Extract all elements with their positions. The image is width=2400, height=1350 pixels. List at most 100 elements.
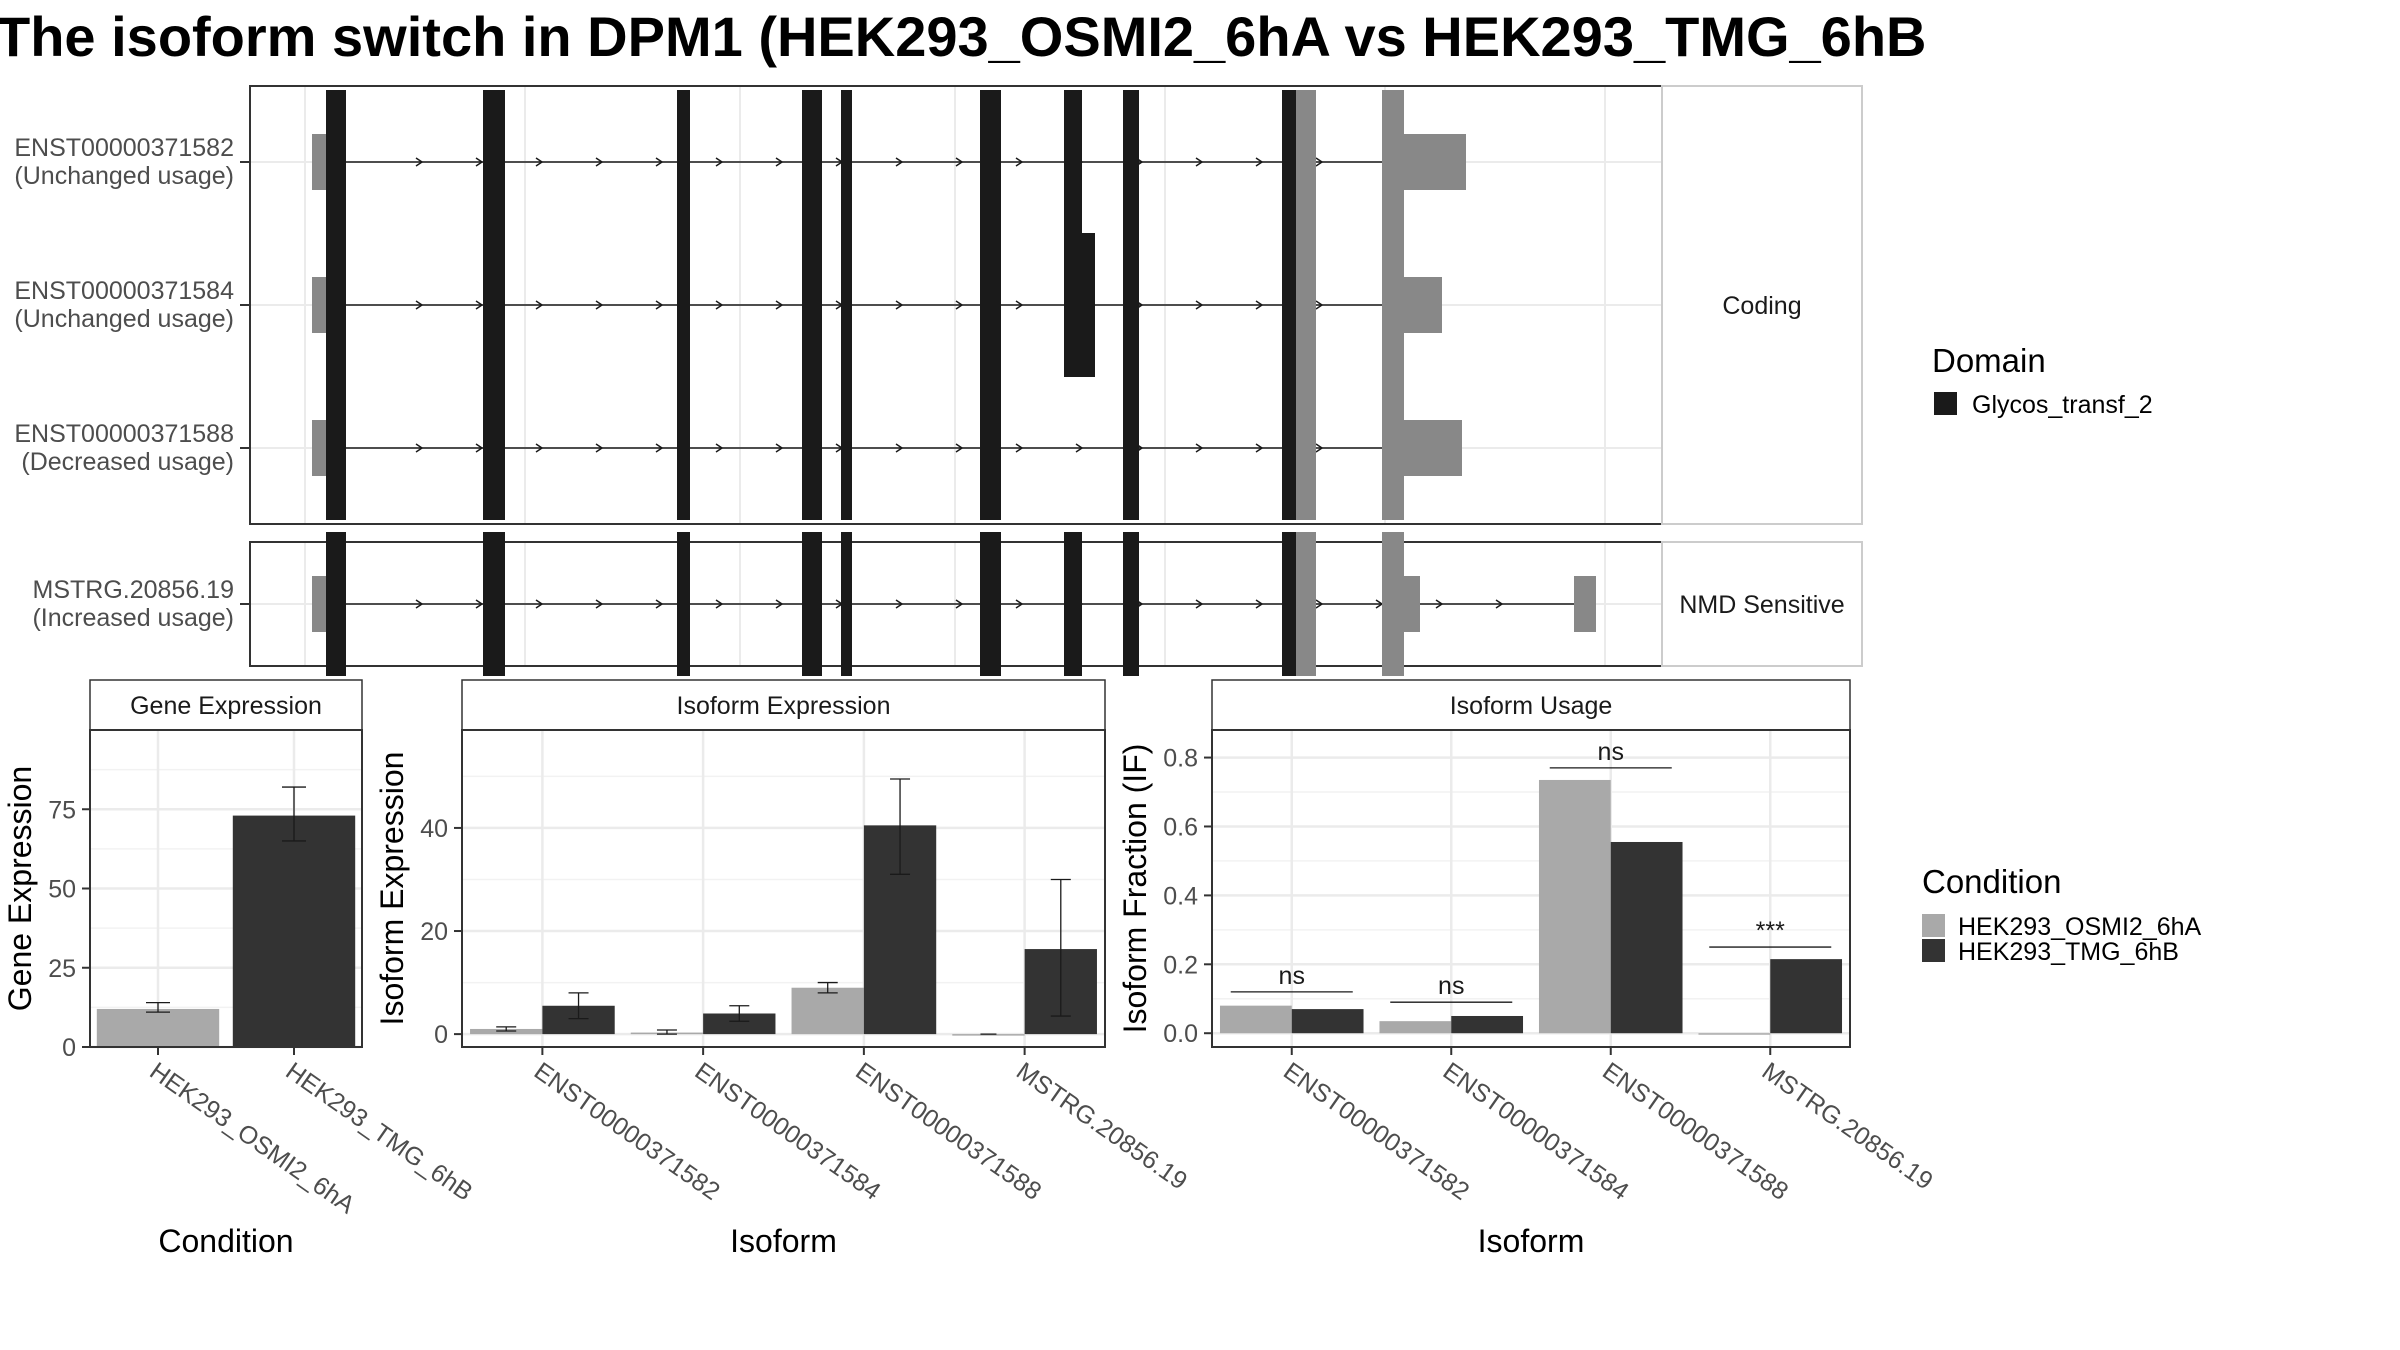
- domain-exon: [980, 376, 1001, 520]
- condition-legend-label: HEK293_OSMI2_6hA: [1958, 913, 2202, 941]
- bar: [1538, 779, 1611, 1034]
- x-tick-label: MSTRG.20856.19: [1757, 1057, 1938, 1196]
- utr-block: [1296, 532, 1316, 676]
- direction-arrow-icon: [1315, 599, 1324, 609]
- bar: [1291, 1009, 1364, 1034]
- significance-label: ns: [1598, 738, 1624, 766]
- transcript-id-label: ENST00000371582: [14, 134, 234, 162]
- utr-block: [1382, 376, 1404, 520]
- transcript-row: [312, 376, 1462, 520]
- domain-exon: [677, 532, 690, 676]
- direction-arrow-icon: [775, 300, 784, 310]
- direction-arrow-icon: [1315, 300, 1324, 310]
- domain-legend-swatch: [1934, 392, 1957, 415]
- direction-arrow-icon: [655, 300, 664, 310]
- transcript-usage-label: (Increased usage): [32, 604, 234, 632]
- transcript-row: [312, 233, 1442, 377]
- domain-exon: [1123, 233, 1139, 377]
- utr-block: [312, 420, 328, 476]
- domain-exon: [841, 376, 852, 520]
- x-axis-title: Isoform: [1478, 1223, 1585, 1259]
- domain-exon: [802, 233, 822, 377]
- bar: [96, 1008, 220, 1047]
- utr-block: [312, 277, 328, 333]
- bar: [1219, 1005, 1292, 1034]
- domain-exon: [1282, 376, 1296, 520]
- figure-title: The isoform switch in DPM1 (HEK293_OSMI2…: [0, 5, 1926, 68]
- direction-arrow-icon: [1255, 300, 1264, 310]
- domain-exon: [677, 376, 690, 520]
- domain-exon: [980, 90, 1001, 234]
- direction-arrow-icon: [1435, 599, 1444, 609]
- condition-legend-label: HEK293_TMG_6hB: [1958, 938, 2179, 966]
- transcript-id-label: ENST00000371588: [14, 420, 234, 448]
- domain-exon: [326, 233, 346, 377]
- direction-arrow-icon: [655, 443, 664, 453]
- direction-arrow-icon: [775, 443, 784, 453]
- direction-arrow-icon: [895, 300, 904, 310]
- direction-arrow-icon: [895, 599, 904, 609]
- y-tick-label: 0.0: [1163, 1020, 1198, 1048]
- bar: [1610, 841, 1683, 1034]
- direction-arrow-icon: [655, 157, 664, 167]
- direction-arrow-icon: [1255, 599, 1264, 609]
- direction-arrow-icon: [595, 300, 604, 310]
- direction-arrow-icon: [715, 599, 724, 609]
- utr-block: [1296, 90, 1316, 234]
- panel-border: [461, 729, 1106, 1048]
- utr-block: [1296, 233, 1316, 377]
- bar: [703, 1013, 776, 1035]
- significance-label: ns: [1279, 962, 1305, 990]
- domain-exon: [483, 233, 505, 377]
- direction-arrow-icon: [1315, 157, 1324, 167]
- y-tick-label: 0: [434, 1021, 448, 1049]
- transcript-usage-label: (Decreased usage): [21, 448, 234, 476]
- utr-block: [1382, 90, 1404, 234]
- utr-block: [1404, 277, 1442, 333]
- panel-bg: [462, 730, 1105, 1047]
- direction-arrow-icon: [1015, 599, 1024, 609]
- utr-block: [312, 576, 328, 632]
- panel-strip-title: Gene Expression: [130, 692, 322, 720]
- structure-strip-label: NMD Sensitive: [1679, 591, 1844, 619]
- bar: [1698, 1033, 1771, 1035]
- domain-exon: [841, 90, 852, 234]
- direction-arrow-icon: [715, 443, 724, 453]
- domain-exon: [677, 90, 690, 234]
- direction-arrow-icon: [955, 300, 964, 310]
- direction-arrow-icon: [1075, 443, 1084, 453]
- y-tick-label: 25: [48, 955, 76, 983]
- direction-arrow-icon: [1195, 443, 1204, 453]
- panel-bg: [1212, 730, 1850, 1047]
- direction-arrow-icon: [715, 300, 724, 310]
- y-tick-label: 75: [48, 796, 76, 824]
- direction-arrow-icon: [1195, 599, 1204, 609]
- y-tick-label: 20: [420, 918, 448, 946]
- direction-arrow-icon: [955, 443, 964, 453]
- domain-exon: [677, 233, 690, 377]
- domain-exon: [483, 90, 505, 234]
- panel-strip-title: Isoform Expression: [677, 692, 891, 720]
- direction-arrow-icon: [535, 157, 544, 167]
- direction-arrow-icon: [595, 157, 604, 167]
- direction-arrow-icon: [715, 157, 724, 167]
- bar: [1379, 1021, 1452, 1034]
- y-tick-label: 0.2: [1163, 951, 1198, 979]
- direction-arrow-icon: [535, 443, 544, 453]
- utr-block: [1382, 532, 1404, 676]
- direction-arrow-icon: [895, 157, 904, 167]
- panel-border: [1211, 729, 1851, 1048]
- direction-arrow-icon: [1495, 599, 1504, 609]
- direction-arrow-icon: [475, 443, 484, 453]
- utr-block: [1404, 420, 1462, 476]
- direction-arrow-icon: [1255, 157, 1264, 167]
- transcript-row: [312, 532, 1596, 676]
- direction-arrow-icon: [1195, 300, 1204, 310]
- direction-arrow-icon: [475, 300, 484, 310]
- domain-exon: [483, 532, 505, 676]
- y-tick-label: 0.8: [1163, 745, 1198, 773]
- direction-arrow-icon: [1255, 443, 1264, 453]
- domain-exon: [326, 376, 346, 520]
- direction-arrow-icon: [415, 157, 424, 167]
